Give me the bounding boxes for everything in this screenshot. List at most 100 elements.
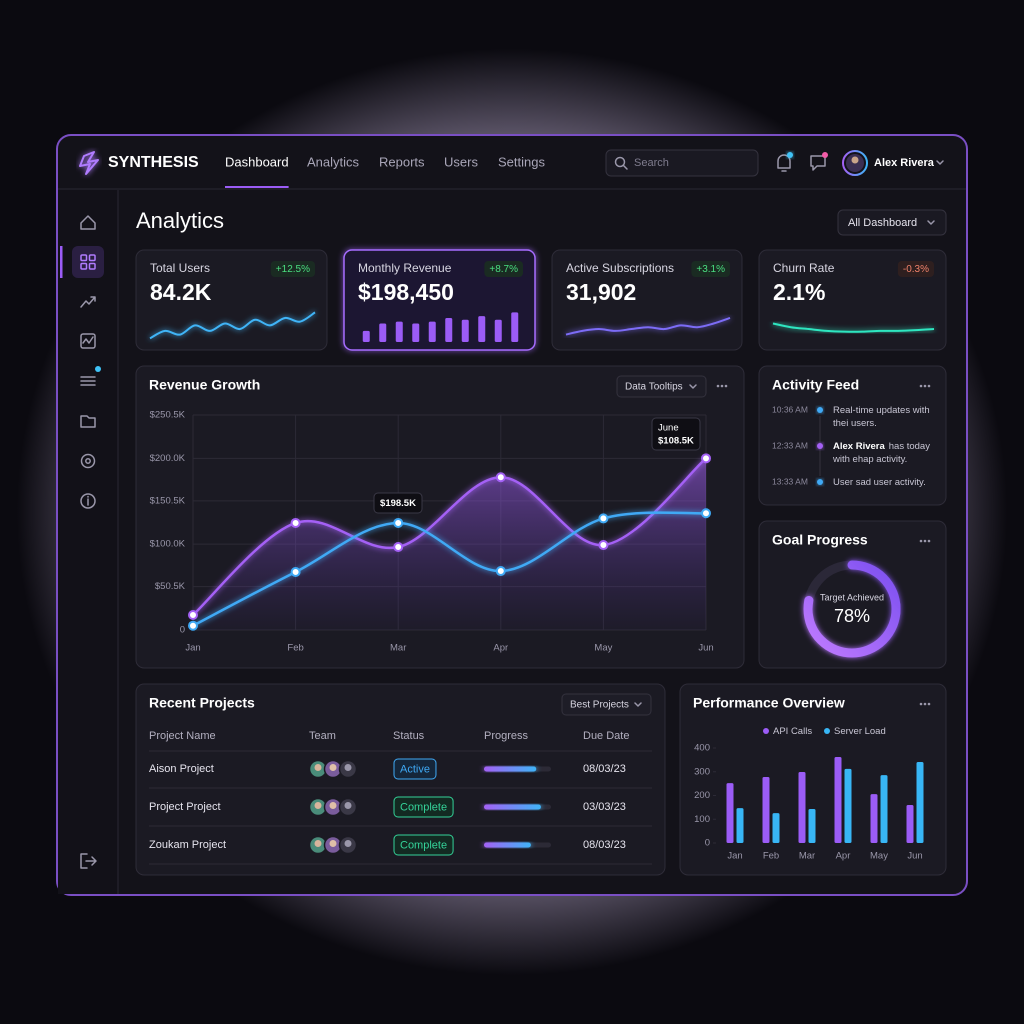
nav-info[interactable] — [80, 493, 96, 509]
status-label: Complete — [400, 839, 447, 851]
y-tick-label: 0 — [180, 625, 185, 636]
nav-charts-line — [82, 336, 94, 344]
more-menu[interactable] — [919, 539, 931, 543]
user-chevron[interactable] — [936, 160, 944, 165]
status-badge — [393, 758, 437, 780]
nav-item[interactable]: Dashboard — [225, 154, 289, 169]
activity-message: Real-time updates with — [833, 405, 930, 416]
point — [188, 620, 198, 631]
goal-card — [758, 520, 947, 669]
kpi-change: +8.7% — [489, 264, 518, 275]
team-avatar-face — [344, 840, 352, 847]
more-menu[interactable] — [716, 384, 728, 388]
performance-card — [679, 683, 947, 876]
card-title: Recent Projects — [149, 695, 255, 711]
spark-bar — [494, 319, 502, 342]
bar — [906, 805, 914, 843]
y-tick-label: 0 — [705, 838, 710, 849]
kpi-change: +3.1% — [696, 264, 725, 275]
spark-bar — [511, 312, 519, 342]
spark-bar — [412, 323, 420, 342]
kpi-change-badge — [897, 261, 934, 277]
bar — [772, 813, 780, 843]
activity-message: with ehap activity. — [832, 454, 907, 465]
page-title: Analytics — [136, 208, 224, 233]
filter-label[interactable]: All Dashboard — [848, 217, 917, 229]
status-label: Active — [400, 763, 430, 775]
kpi-label: Churn Rate — [773, 261, 835, 275]
filter-chevron[interactable] — [927, 220, 935, 225]
point — [495, 566, 506, 577]
nav-item[interactable]: Settings — [498, 154, 545, 169]
area — [193, 458, 706, 630]
activity-text: Real-time updates with — [833, 405, 930, 416]
bell-badge — [787, 152, 793, 158]
team-avatar-face — [344, 802, 352, 809]
nav-dashboard-bg[interactable] — [72, 246, 104, 278]
more-menu[interactable] — [919, 702, 931, 706]
filter-button[interactable] — [837, 209, 947, 236]
activity-message: thei users. — [833, 418, 877, 429]
project-name: Project Project — [149, 801, 221, 813]
nav-stack[interactable] — [80, 376, 96, 386]
point — [598, 513, 609, 524]
nav-item[interactable]: Analytics — [307, 154, 360, 169]
tooltip-chevron[interactable] — [689, 384, 697, 389]
activity-time: 12:33 AM — [772, 440, 808, 450]
project-name: Zoukam Project — [149, 839, 226, 851]
nav-dashboard[interactable] — [80, 254, 96, 270]
search-icon-handle — [622, 164, 628, 170]
projects-filter-label[interactable]: Best Projects — [570, 700, 629, 711]
nav-item[interactable]: Reports — [379, 154, 425, 169]
nav-trends[interactable] — [80, 296, 96, 308]
team-avatar-face — [344, 764, 352, 771]
point — [393, 542, 404, 553]
user-name[interactable]: Alex Rivera — [874, 157, 935, 169]
bar — [808, 809, 816, 843]
column-header: Progress — [484, 730, 529, 742]
search-box[interactable] — [605, 149, 759, 177]
tooltip-toggle-label[interactable]: Data Tooltips — [625, 382, 683, 393]
avatar-ring[interactable] — [842, 150, 868, 176]
spark-bar — [362, 330, 370, 342]
nav-stack-badge — [95, 366, 101, 372]
nav-folder[interactable] — [80, 415, 96, 428]
kpi-value: 84.2K — [150, 279, 212, 305]
x-tick-label: Jun — [698, 643, 713, 654]
activity-text: User sad user activity. — [833, 477, 926, 488]
spark-bar — [461, 319, 469, 342]
kpi-label: Monthly Revenue — [358, 261, 452, 275]
spark-bar — [478, 316, 486, 342]
spark-bar — [428, 321, 436, 342]
activity-card — [758, 365, 947, 506]
card-title: Performance Overview — [693, 695, 845, 711]
x-tick-label: Feb — [287, 643, 303, 654]
bar — [844, 768, 852, 843]
point — [393, 517, 404, 528]
y-tick-label: $250.5K — [150, 410, 186, 421]
search-placeholder[interactable]: Search — [634, 157, 669, 169]
due-date: 08/03/23 — [583, 763, 626, 775]
bar — [762, 776, 770, 843]
kpi-change-badge — [484, 261, 523, 277]
more-menu[interactable] — [919, 384, 931, 388]
spark-bar — [379, 323, 387, 342]
status-label: Complete — [400, 801, 447, 813]
tooltip-value: $198.5K — [380, 498, 416, 509]
avatar-face — [851, 156, 859, 164]
nav-settings[interactable] — [80, 453, 96, 469]
projects-filter-chevron[interactable] — [634, 702, 642, 707]
tooltip-toggle[interactable] — [616, 375, 707, 398]
x-tick-label: Mar — [799, 851, 815, 862]
projects-filter[interactable] — [561, 693, 652, 716]
nav-item[interactable]: Users — [444, 154, 478, 169]
y-tick-label: $150.5K — [150, 495, 186, 506]
bell-icon[interactable] — [777, 154, 791, 172]
x-tick-label: Feb — [763, 851, 779, 862]
nav-home[interactable] — [80, 215, 96, 230]
column-header: Due Date — [583, 730, 629, 742]
nav-logout[interactable] — [80, 853, 97, 869]
nav-charts[interactable] — [80, 333, 96, 349]
line — [192, 457, 707, 616]
